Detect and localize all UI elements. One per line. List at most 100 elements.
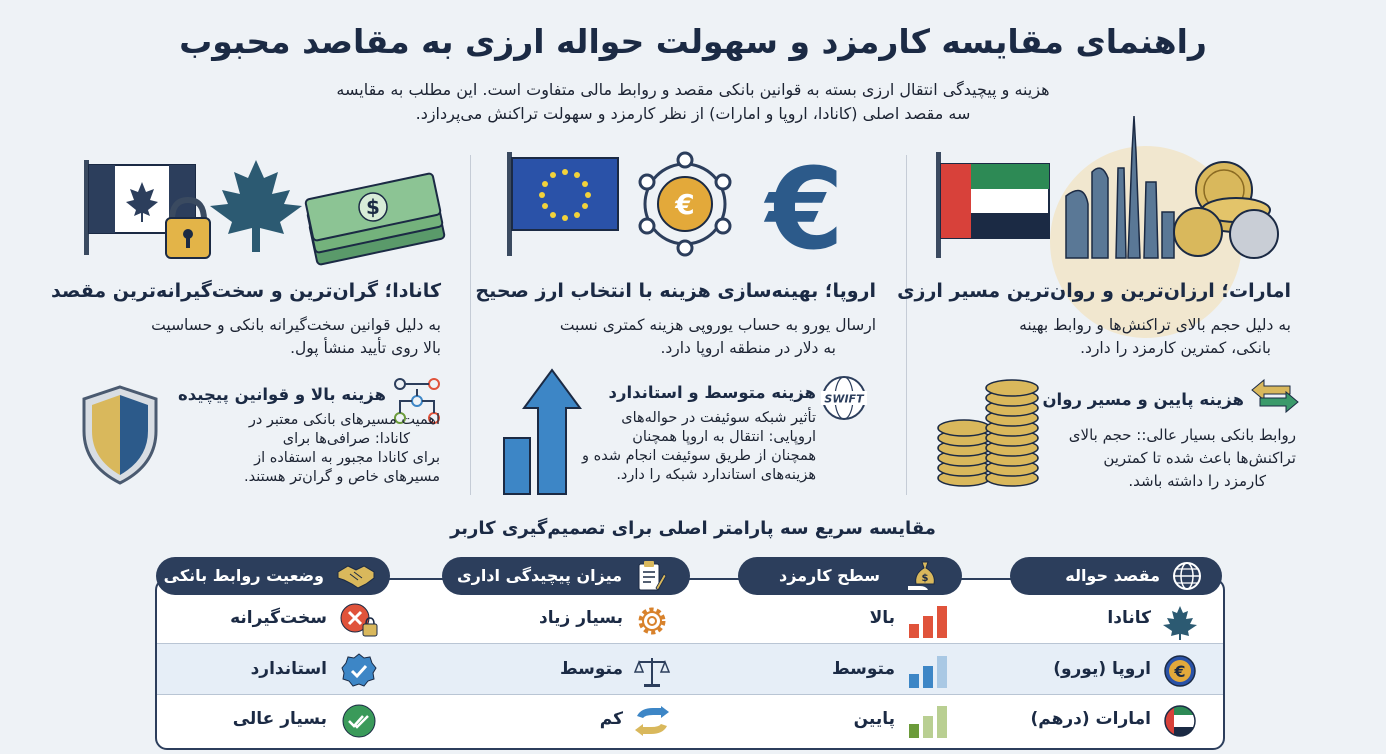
shield-icon — [82, 385, 158, 485]
header-destination: مقصد حواله — [1010, 557, 1222, 595]
clipboard-pen-icon — [638, 561, 667, 591]
destination-cell: کانادا — [1107, 608, 1151, 628]
intro-line-1: هزینه و پیچیدگی انتقال ارزی بسته به قوان… — [336, 80, 1050, 99]
intro-line-2: سه مقصد اصلی (کانادا، اروپا و امارات) از… — [415, 104, 971, 123]
canada-sub-line-2: کانادا: صرافی‌ها برای — [282, 431, 410, 447]
europe-sub-line-4: هزینه‌های استاندارد شبکه را دارد. — [616, 467, 816, 483]
comparison-table: کانادا بالا بسیار زیاد سخت‌گیرانه € اروپ… — [155, 578, 1225, 750]
comparison-title: مقایسه سریع سه پارامتر اصلی برای تصمیم‌گ… — [450, 518, 936, 539]
dollar-sign: $ — [366, 195, 380, 219]
verified-badge-icon — [341, 653, 377, 687]
canada-illustration: $ — [84, 160, 446, 266]
canada-text-line-1: به دلیل قوانین سخت‌گیرانه بانکی و حساسیت — [151, 316, 441, 334]
uae-sub-line-2: تراکنش‌ها باعث شده تا کمترین — [1103, 449, 1296, 467]
column-divider-left — [470, 155, 471, 495]
double-check-icon — [342, 704, 376, 738]
relations-cell: استاندارد — [250, 659, 327, 679]
uae-flag-circle-icon — [1164, 705, 1196, 737]
europe-text: ارسال یورو به حساب یوروپی هزینه کمتری نس… — [496, 314, 876, 360]
canada-sub-line-1: اهمیت مسیرهای بانکی معتبر در — [248, 412, 440, 428]
scales-icon — [633, 658, 671, 687]
euro-circle-icon: € — [1164, 655, 1196, 687]
growth-arrow-icon — [503, 368, 582, 495]
uae-sub-title: هزینه پایین و مسیر روان — [1042, 390, 1244, 409]
table-row-alt — [157, 644, 1223, 694]
row-separator — [157, 643, 1223, 644]
fee-level-bars-icon — [909, 706, 947, 738]
uae-text-line-1: به دلیل حجم بالای تراکنش‌ها و روابط بهین… — [1019, 316, 1291, 334]
complexity-cell: متوسط — [559, 659, 623, 679]
eu-flag-icon — [511, 157, 619, 231]
header-complexity-label: میزان پیچیدگی اداری — [456, 566, 622, 585]
page-title: راهنمای مقایسه کارمزد و سهولت حواله ارزی… — [179, 22, 1207, 61]
money-bag-hand-icon: $ — [908, 561, 935, 590]
canada-sub-title: هزینه بالا و قوانین پیچیده — [178, 385, 386, 404]
uae-title: امارات؛ ارزان‌ترین و روان‌ترین مسیر ارزی — [897, 280, 1291, 302]
header-destination-label: مقصد حواله — [1065, 566, 1160, 585]
europe-text-line-2: به دلار در منطقه اروپا دارد. — [660, 339, 836, 357]
canada-sub-text: اهمیت مسیرهای بانکی معتبر در کانادا: صرا… — [150, 411, 440, 487]
europe-sub-line-1: تأثیر شبکه سوئیفت در حواله‌های — [621, 410, 816, 426]
europe-title: اروپا؛ بهینه‌سازی هزینه با انتخاب ارز صح… — [475, 280, 876, 302]
header-complexity: میزان پیچیدگی اداری — [442, 557, 690, 595]
europe-sub-line-2: اروپایی: انتقال به اروپا همچنان — [632, 429, 816, 445]
uae-text: به دلیل حجم بالای تراکنش‌ها و روابط بهین… — [911, 314, 1291, 360]
dirham-coins-icon — [1173, 161, 1279, 259]
row-separator — [157, 694, 1223, 695]
flag-pole — [84, 160, 89, 255]
dollar-bills-icon: $ — [304, 172, 446, 266]
complexity-cell: بسیار زیاد — [539, 608, 623, 628]
flag-pole — [936, 152, 941, 258]
intro-text: هزینه و پیچیدگی انتقال ارزی بسته به قوان… — [290, 78, 1096, 126]
uae-text-line-2: بانکی، کمترین کارمزد را دارد. — [1080, 339, 1271, 357]
uae-sub-text: روابط بانکی بسیار عالی:: حجم بالای تراکن… — [1016, 424, 1296, 493]
fee-cell: متوسط — [831, 659, 895, 679]
uae-illustration — [936, 115, 1279, 338]
column-divider-right — [906, 155, 907, 495]
euro-coin-symbol: € — [674, 188, 694, 221]
relations-cell: بسیار عالی — [232, 709, 327, 729]
relations-cell: سخت‌گیرانه — [230, 608, 327, 628]
fee-level-bars-icon — [909, 606, 947, 638]
rejected-lock-icon — [340, 603, 378, 637]
maple-leaf-icon — [1163, 606, 1197, 640]
europe-text-line-1: ارسال یورو به حساب یوروپی هزینه کمتری نس… — [559, 316, 876, 334]
euro-network-icon: € — [638, 151, 732, 257]
canada-text-line-2: بالا روی تأیید منشأ پول. — [290, 339, 441, 357]
canada-title: کانادا؛ گران‌ترین و سخت‌گیرانه‌ترین مقصد — [51, 280, 441, 302]
fee-cell: پایین — [853, 709, 895, 729]
header-relations: وضعیت روابط بانکی — [156, 557, 390, 595]
handshake-icon — [337, 565, 375, 589]
swift-label: SWIFT — [824, 393, 865, 406]
header-fee: $ سطح کارمزد — [738, 557, 962, 595]
europe-illustration: € € — [507, 145, 844, 275]
canada-sub-line-4: مسیرهای خاص و گران‌تر هستند. — [243, 469, 440, 485]
swift-globe-icon: SWIFT — [821, 376, 867, 420]
globe-icon — [1173, 562, 1201, 590]
svg-text:$: $ — [922, 573, 929, 584]
gear-icon — [638, 607, 666, 635]
canada-text: به دلیل قوانین سخت‌گیرانه بانکی و حساسیت… — [61, 314, 441, 360]
euro-symbol-icon: € — [763, 145, 844, 275]
network-path-icon — [394, 378, 440, 424]
maple-leaf-icon — [210, 160, 302, 252]
fee-level-bars-icon — [909, 656, 947, 688]
svg-text:€: € — [1173, 662, 1185, 681]
fee-cell: بالا — [869, 608, 895, 628]
destination-cell: امارات (درهم) — [1030, 709, 1151, 729]
exchange-arrows-icon — [1251, 378, 1299, 414]
svg-text:€: € — [763, 145, 844, 275]
europe-sub-text: تأثیر شبکه سوئیفت در حواله‌های اروپایی: … — [516, 409, 816, 485]
flag-pole — [507, 152, 512, 256]
europe-sub-line-3: همچنان از طریق سوئیفت انجام شده و — [582, 448, 816, 464]
header-relations-label: وضعیت روابط بانکی — [163, 566, 324, 585]
swap-arrows-icon — [635, 706, 669, 736]
uae-sub-line-1: روابط بانکی بسیار عالی:: حجم بالای — [1068, 426, 1296, 444]
uae-sub-line-3: کارمزد را داشته باشد. — [1128, 472, 1266, 490]
uae-flag-icon — [940, 163, 1050, 239]
destination-cell: اروپا (یورو) — [1053, 659, 1151, 679]
complexity-cell: کم — [599, 709, 623, 729]
coin-stacks-icon — [937, 379, 1039, 487]
skyline-icon — [1065, 115, 1175, 259]
lock-icon — [165, 196, 211, 259]
